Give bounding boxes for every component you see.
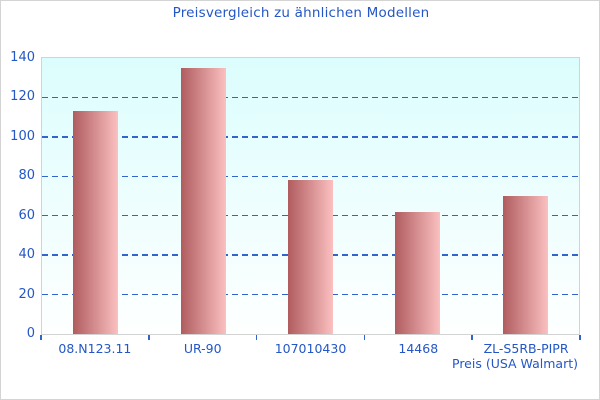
y-tick-label-40: 40 [18,247,35,263]
y-tick-label-0: 0 [26,326,35,341]
x-category-label-UR-90: UR-90 [183,341,222,356]
gridline-y-100 [42,136,579,138]
plot-area [41,57,580,335]
y-tick-label-20: 20 [18,286,35,302]
bar-08.N123.11 [73,111,119,334]
y-tick-label-60: 60 [18,207,35,223]
x-tick-3 [363,335,366,340]
y-tick-label-140: 140 [10,50,35,65]
bar-ZL-S5RB-PIPR [502,196,548,334]
x-category-label-08.N123.11: 08.N123.11 [58,341,132,356]
x-category-label-107010430: 107010430 [274,341,347,356]
y-tick-label-80: 80 [18,168,35,184]
x-tick-4 [471,335,473,340]
x-tick-2 [255,335,258,340]
x-category-label-14468: 14468 [398,341,439,356]
bar-14468 [395,211,441,334]
bar-UR-90 [180,67,226,334]
chart-title: Preisvergleich zu ähnlichen Modellen [172,5,430,21]
x-tick-0 [40,335,42,340]
bar-107010430 [288,180,333,334]
x-category-label-ZL-S5RB-PIPR: ZL-S5RB-PIPR [483,341,569,356]
gridline-y-120 [42,96,579,99]
x-axis-title: Preis (USA Walmart) [452,356,578,371]
y-tick-label-120: 120 [10,89,35,105]
x-tick-1 [148,335,150,340]
y-tick-label-100: 100 [10,128,35,144]
x-tick-5 [579,335,581,340]
gridline-y-80 [42,175,579,178]
